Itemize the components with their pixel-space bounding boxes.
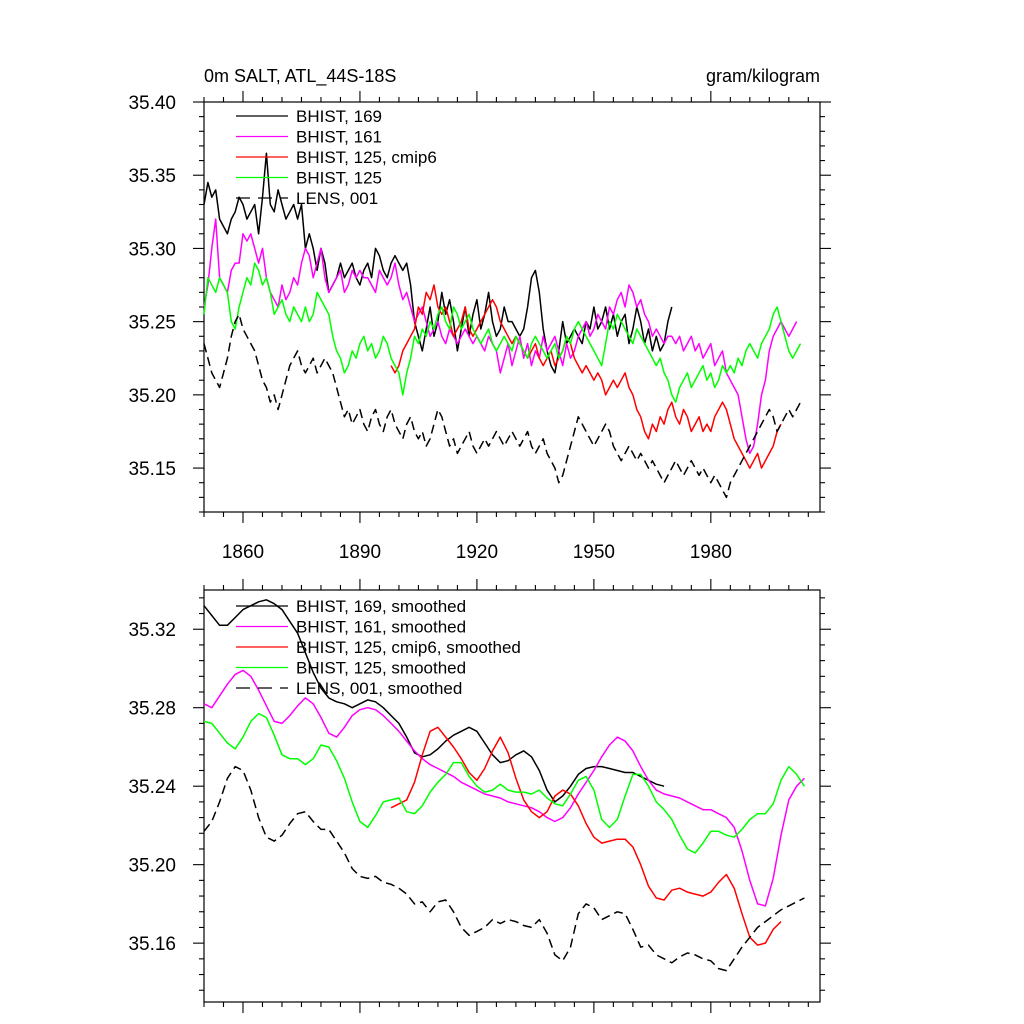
series-line-2 (203, 218, 798, 455)
y-tick-label: 35.32 (128, 620, 176, 641)
series-line-5 (203, 313, 802, 499)
series-line-2 (203, 669, 805, 907)
legend-label-4: BHIST, 125, smoothed (296, 659, 466, 678)
series-line-1 (203, 152, 673, 374)
y-tick-label: 35.28 (128, 699, 176, 720)
units-label: gram/kilogram (706, 66, 820, 86)
legend-label-1: BHIST, 169 (296, 107, 382, 126)
x-tick-label: 1920 (456, 542, 498, 563)
series-line-4 (203, 262, 802, 403)
legend-label-2: BHIST, 161 (296, 128, 382, 147)
legend-label-2: BHIST, 161, smoothed (296, 618, 466, 637)
y-tick-label: 35.15 (128, 459, 176, 480)
series-line-3 (390, 284, 782, 469)
legend-label-4: BHIST, 125 (296, 169, 382, 188)
panel-top: 0m SALT, ATL_44S-18S gram/kilogram 1860 1… (128, 66, 831, 563)
x-tick-label: 1890 (339, 542, 381, 563)
panel-title: 0m SALT, ATL_44S-18S (204, 66, 396, 87)
y-tick-label: 35.40 (128, 93, 176, 114)
y-tick-label: 35.16 (128, 934, 176, 955)
plot-frame (203, 589, 821, 1003)
y-tick-label: 35.30 (128, 239, 176, 260)
legend-label-5: LENS, 001 (296, 189, 378, 208)
series-line-4 (203, 712, 806, 854)
series-line-1 (203, 599, 665, 803)
series-line-3 (390, 726, 782, 946)
legend-label-3: BHIST, 125, cmip6 (296, 148, 437, 167)
y-tick-label: 35.20 (128, 386, 176, 407)
x-tick-label: 1950 (573, 542, 615, 563)
panel-bottom: 35.16 35.20 35.24 35.28 35.32 BHIST, 169, smo… (128, 579, 831, 1013)
y-tick-label: 35.25 (128, 313, 176, 334)
x-tick-label: 1980 (690, 542, 732, 563)
y-tick-label: 35.24 (128, 777, 176, 798)
legend-label-3: BHIST, 125, cmip6, smoothed (296, 638, 521, 657)
legend-label-1: BHIST, 169, smoothed (296, 597, 466, 616)
x-tick-label: 1860 (222, 542, 264, 563)
legend-label-5: LENS, 001, smoothed (296, 679, 462, 698)
y-tick-label: 35.35 (128, 166, 176, 187)
series-line-5 (203, 765, 805, 972)
y-tick-label: 35.20 (128, 856, 176, 877)
